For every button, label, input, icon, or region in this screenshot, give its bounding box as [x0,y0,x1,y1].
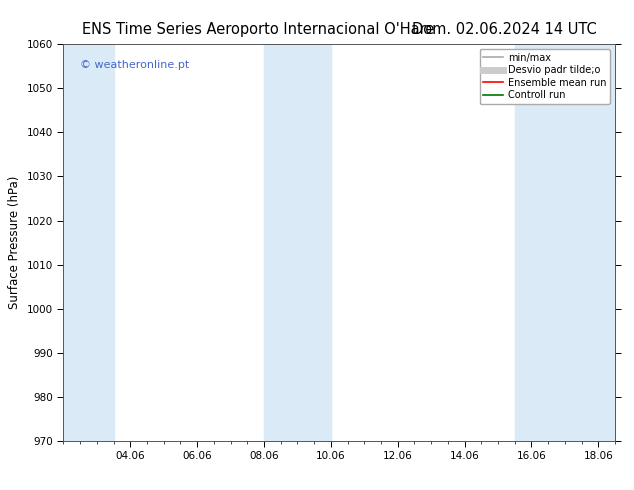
Y-axis label: Surface Pressure (hPa): Surface Pressure (hPa) [8,176,21,309]
Text: Dom. 02.06.2024 14 UTC: Dom. 02.06.2024 14 UTC [412,22,597,37]
Text: © weatheronline.pt: © weatheronline.pt [80,60,189,70]
Bar [264,44,331,441]
Text: ENS Time Series Aeroporto Internacional O'Hare: ENS Time Series Aeroporto Internacional … [82,22,435,37]
Bar [63,44,113,441]
Bar [515,44,615,441]
Legend: min/max, Desvio padr tilde;o, Ensemble mean run, Controll run: min/max, Desvio padr tilde;o, Ensemble m… [479,49,610,104]
